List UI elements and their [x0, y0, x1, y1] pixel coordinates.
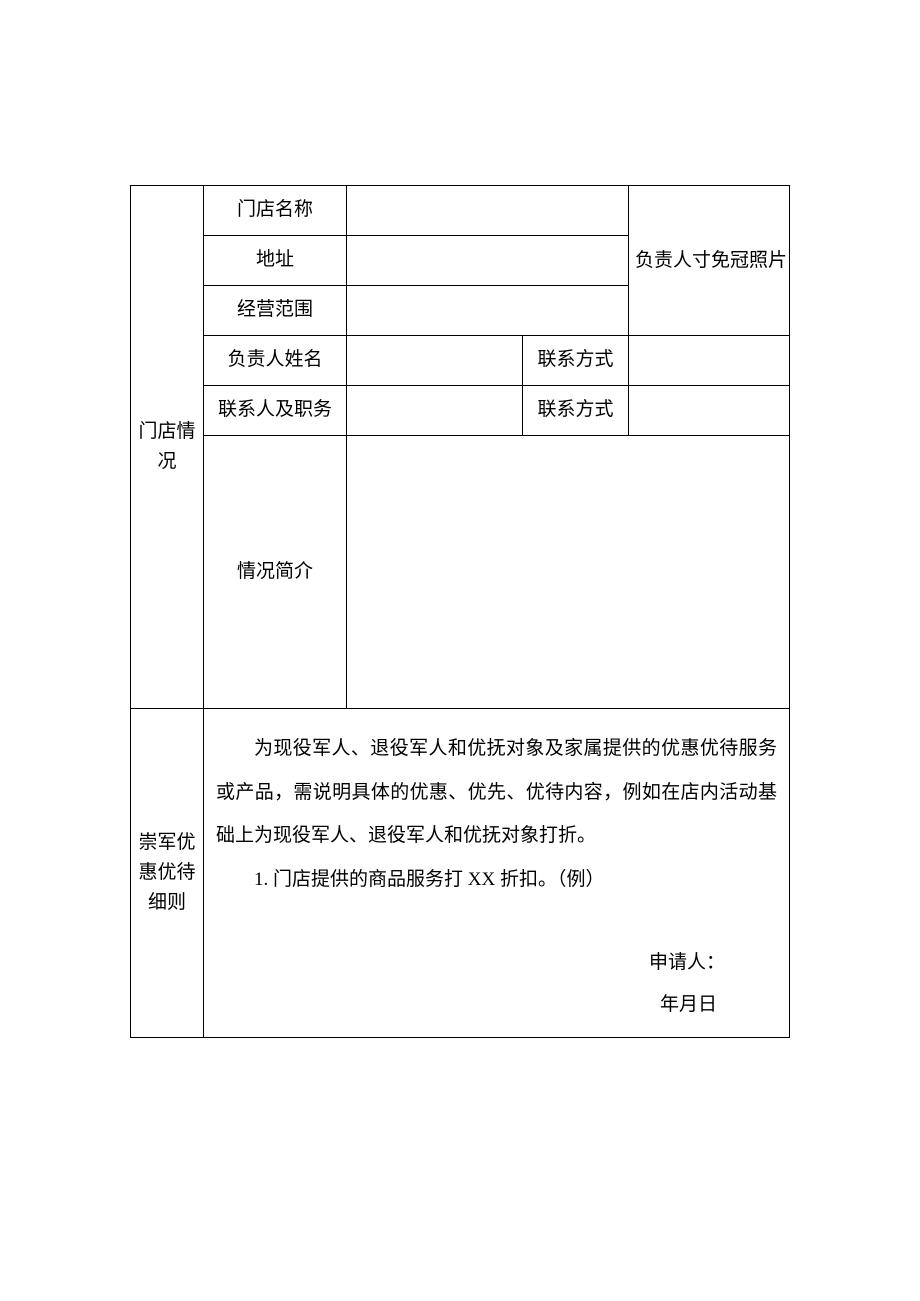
value-store-name [347, 186, 629, 236]
row-manager: 负责人姓名 联系方式 [131, 336, 790, 386]
value-scope [347, 286, 629, 336]
row-store-name: 门店情况 门店名称 负责人寸免冠照片 [131, 186, 790, 236]
row-brief: 情况简介 [131, 436, 790, 709]
section-discount-rules: 崇军优惠优待细则 [131, 709, 204, 1038]
section-store-info: 门店情况 [131, 186, 204, 709]
label-contact-method-1: 联系方式 [523, 336, 629, 386]
value-brief [347, 436, 790, 709]
label-store-name: 门店名称 [204, 186, 347, 236]
label-brief: 情况简介 [204, 436, 347, 709]
value-contact-method-1 [629, 336, 790, 386]
details-content: 为现役军人、退役军人和优抚对象及家属提供的优惠优待服务或产品，需说明具体的优惠、… [204, 709, 790, 1038]
details-para1: 为现役军人、退役军人和优抚对象及家属提供的优惠优待服务或产品，需说明具体的优惠、… [216, 727, 777, 858]
label-manager: 负责人姓名 [204, 336, 347, 386]
value-contact-method-2 [629, 386, 790, 436]
details-para2: 1. 门店提供的商品服务打 XX 折扣。（例） [216, 858, 777, 902]
form-table: 门店情况 门店名称 负责人寸免冠照片 地址 经营范围 负责人姓名 联系方式 联系… [130, 185, 790, 1038]
label-contact-person: 联系人及职务 [204, 386, 347, 436]
row-details: 崇军优惠优待细则 为现役军人、退役军人和优抚对象及家属提供的优惠优待服务或产品，… [131, 709, 790, 1038]
applicant-label: 申请人： [216, 942, 725, 984]
value-contact-person [347, 386, 523, 436]
label-contact-method-2: 联系方式 [523, 386, 629, 436]
value-manager [347, 336, 523, 386]
row-contact-person: 联系人及职务 联系方式 [131, 386, 790, 436]
label-address: 地址 [204, 236, 347, 286]
label-scope: 经营范围 [204, 286, 347, 336]
date-label: 年月日 [216, 984, 725, 1026]
signature-block: 申请人： 年月日 [216, 942, 777, 1026]
photo-placeholder: 负责人寸免冠照片 [629, 186, 790, 336]
value-address [347, 236, 629, 286]
